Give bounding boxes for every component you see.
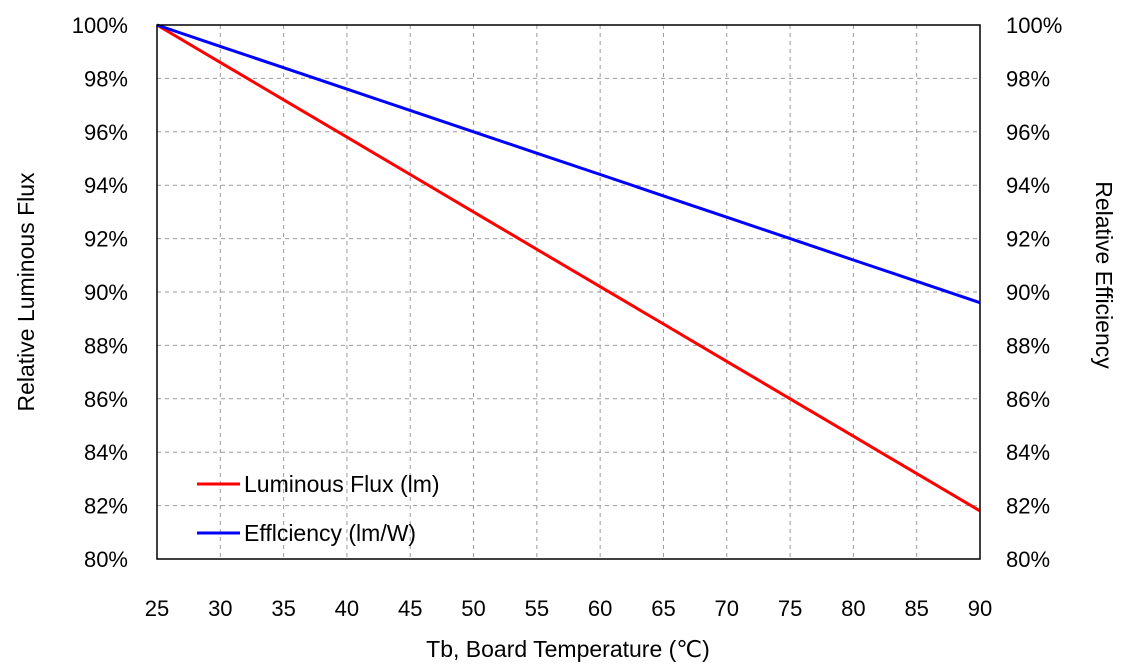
y2-tick-label: 90%: [1006, 280, 1050, 305]
y2-tick-label: 86%: [1006, 387, 1050, 412]
y-tick-label: 84%: [84, 440, 128, 465]
x-tick-label: 65: [651, 596, 675, 621]
series-line-luminous-flux: [156, 23, 981, 513]
y-tick-labels: 80% 82% 84% 86% 88% 90% 92% 94% 96% 98% 100%: [72, 13, 128, 572]
y-tick-label: 100%: [72, 13, 128, 38]
x-tick-label: 60: [588, 596, 612, 621]
series-layer: [156, 23, 981, 513]
y2-tick-label: 100%: [1006, 13, 1062, 38]
y-tick-label: 86%: [84, 387, 128, 412]
y-tick-label: 94%: [84, 173, 128, 198]
x-tick-label: 55: [525, 596, 549, 621]
x-tick-label: 90: [968, 596, 992, 621]
y2-tick-label: 82%: [1006, 494, 1050, 519]
y-axis-title: Relative Luminous Flux: [13, 172, 39, 412]
x-tick-label: 80: [841, 596, 865, 621]
y2-axis-title: Relative Efficiency: [1091, 181, 1117, 369]
x-tick-label: 30: [208, 596, 232, 621]
x-tick-label: 40: [335, 596, 359, 621]
x-tick-label: 45: [398, 596, 422, 621]
legend-label-luminous-flux: Luminous Flux (lm): [244, 471, 440, 497]
x-tick-label: 35: [271, 596, 295, 621]
y2-tick-label: 88%: [1006, 333, 1050, 358]
y-tick-label: 88%: [84, 333, 128, 358]
y-tick-label: 82%: [84, 494, 128, 519]
y-tick-label: 90%: [84, 280, 128, 305]
y-tick-label: 96%: [84, 120, 128, 145]
x-tick-labels: 25 30 35 40 45 50 55 60 65 70 75 80 85 90: [145, 596, 992, 621]
y2-tick-label: 84%: [1006, 440, 1050, 465]
y2-tick-label: 80%: [1006, 547, 1050, 572]
x-tick-label: 25: [145, 596, 169, 621]
x-tick-label: 85: [904, 596, 928, 621]
x-tick-label: 70: [715, 596, 739, 621]
y2-tick-label: 94%: [1006, 173, 1050, 198]
x-axis-title: Tb, Board Temperature (℃): [426, 636, 710, 662]
x-tick-label: 50: [461, 596, 485, 621]
y2-tick-label: 92%: [1006, 227, 1050, 252]
x-tick-label: 75: [778, 596, 802, 621]
y2-tick-labels: 80% 82% 84% 86% 88% 90% 92% 94% 96% 98% 100%: [1006, 13, 1062, 572]
legend-label-efficiency: Efflciency (lm/W): [244, 520, 416, 546]
grid-lines: [157, 25, 980, 559]
series-line-efficiency: [156, 23, 981, 305]
y-tick-label: 80%: [84, 547, 128, 572]
y-tick-label: 92%: [84, 227, 128, 252]
y2-tick-label: 96%: [1006, 120, 1050, 145]
legend: Luminous Flux (lm) Efflciency (lm/W): [197, 471, 440, 546]
y-tick-label: 98%: [84, 66, 128, 91]
y2-tick-label: 98%: [1006, 66, 1050, 91]
plot-frame: [156, 24, 981, 560]
